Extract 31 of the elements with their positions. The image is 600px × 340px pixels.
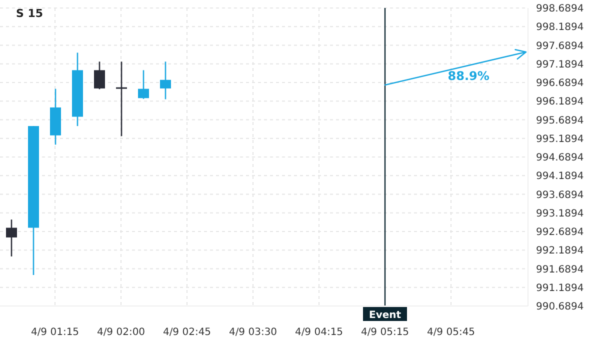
y-tick-label: 998.6894 [536, 4, 584, 15]
y-tick-label: 993.6894 [536, 190, 584, 201]
y-tick-label: 990.6894 [536, 302, 584, 313]
y-tick-label: 994.1894 [536, 171, 584, 182]
annotation: 88.9% [448, 69, 490, 83]
y-tick-label: 998.1894 [536, 22, 584, 34]
candlestick [6, 218, 17, 258]
y-tick-label: 996.1894 [536, 96, 584, 108]
y-tick-label: 997.1894 [536, 59, 584, 70]
y-tick-label: 992.1894 [536, 246, 584, 257]
y-tick-label: 991.6894 [536, 264, 584, 276]
x-tick-label: 4/9 03:30 [228, 327, 278, 338]
y-tick-label: 995.1894 [536, 134, 584, 145]
y-tick-label: 996.6894 [536, 78, 584, 90]
y-tick-label: 997.6894 [536, 40, 584, 52]
candlestick [138, 70, 149, 100]
chart-title: S 15 [16, 7, 44, 20]
y-tick-label: 994.6894 [536, 152, 584, 164]
x-tick-label: 4/9 02:00 [96, 327, 146, 338]
y-tick-label: 991.1894 [536, 282, 584, 294]
x-tick-label: 4/9 02:45 [162, 327, 212, 338]
y-tick-label: 992.6894 [536, 227, 584, 238]
y-tick-label: 993.1894 [536, 208, 584, 220]
candlestick [160, 60, 171, 100]
x-tick-label: 4/9 05:15 [360, 327, 410, 338]
x-tick-label: 4/9 04:15 [294, 327, 344, 338]
candlestick [94, 60, 105, 90]
y-tick-label: 995.6894 [536, 115, 584, 126]
ref-line-label: Event [368, 310, 402, 321]
x-tick-label: 4/9 01:15 [30, 327, 80, 338]
x-tick-label: 4/9 05:45 [426, 327, 476, 338]
